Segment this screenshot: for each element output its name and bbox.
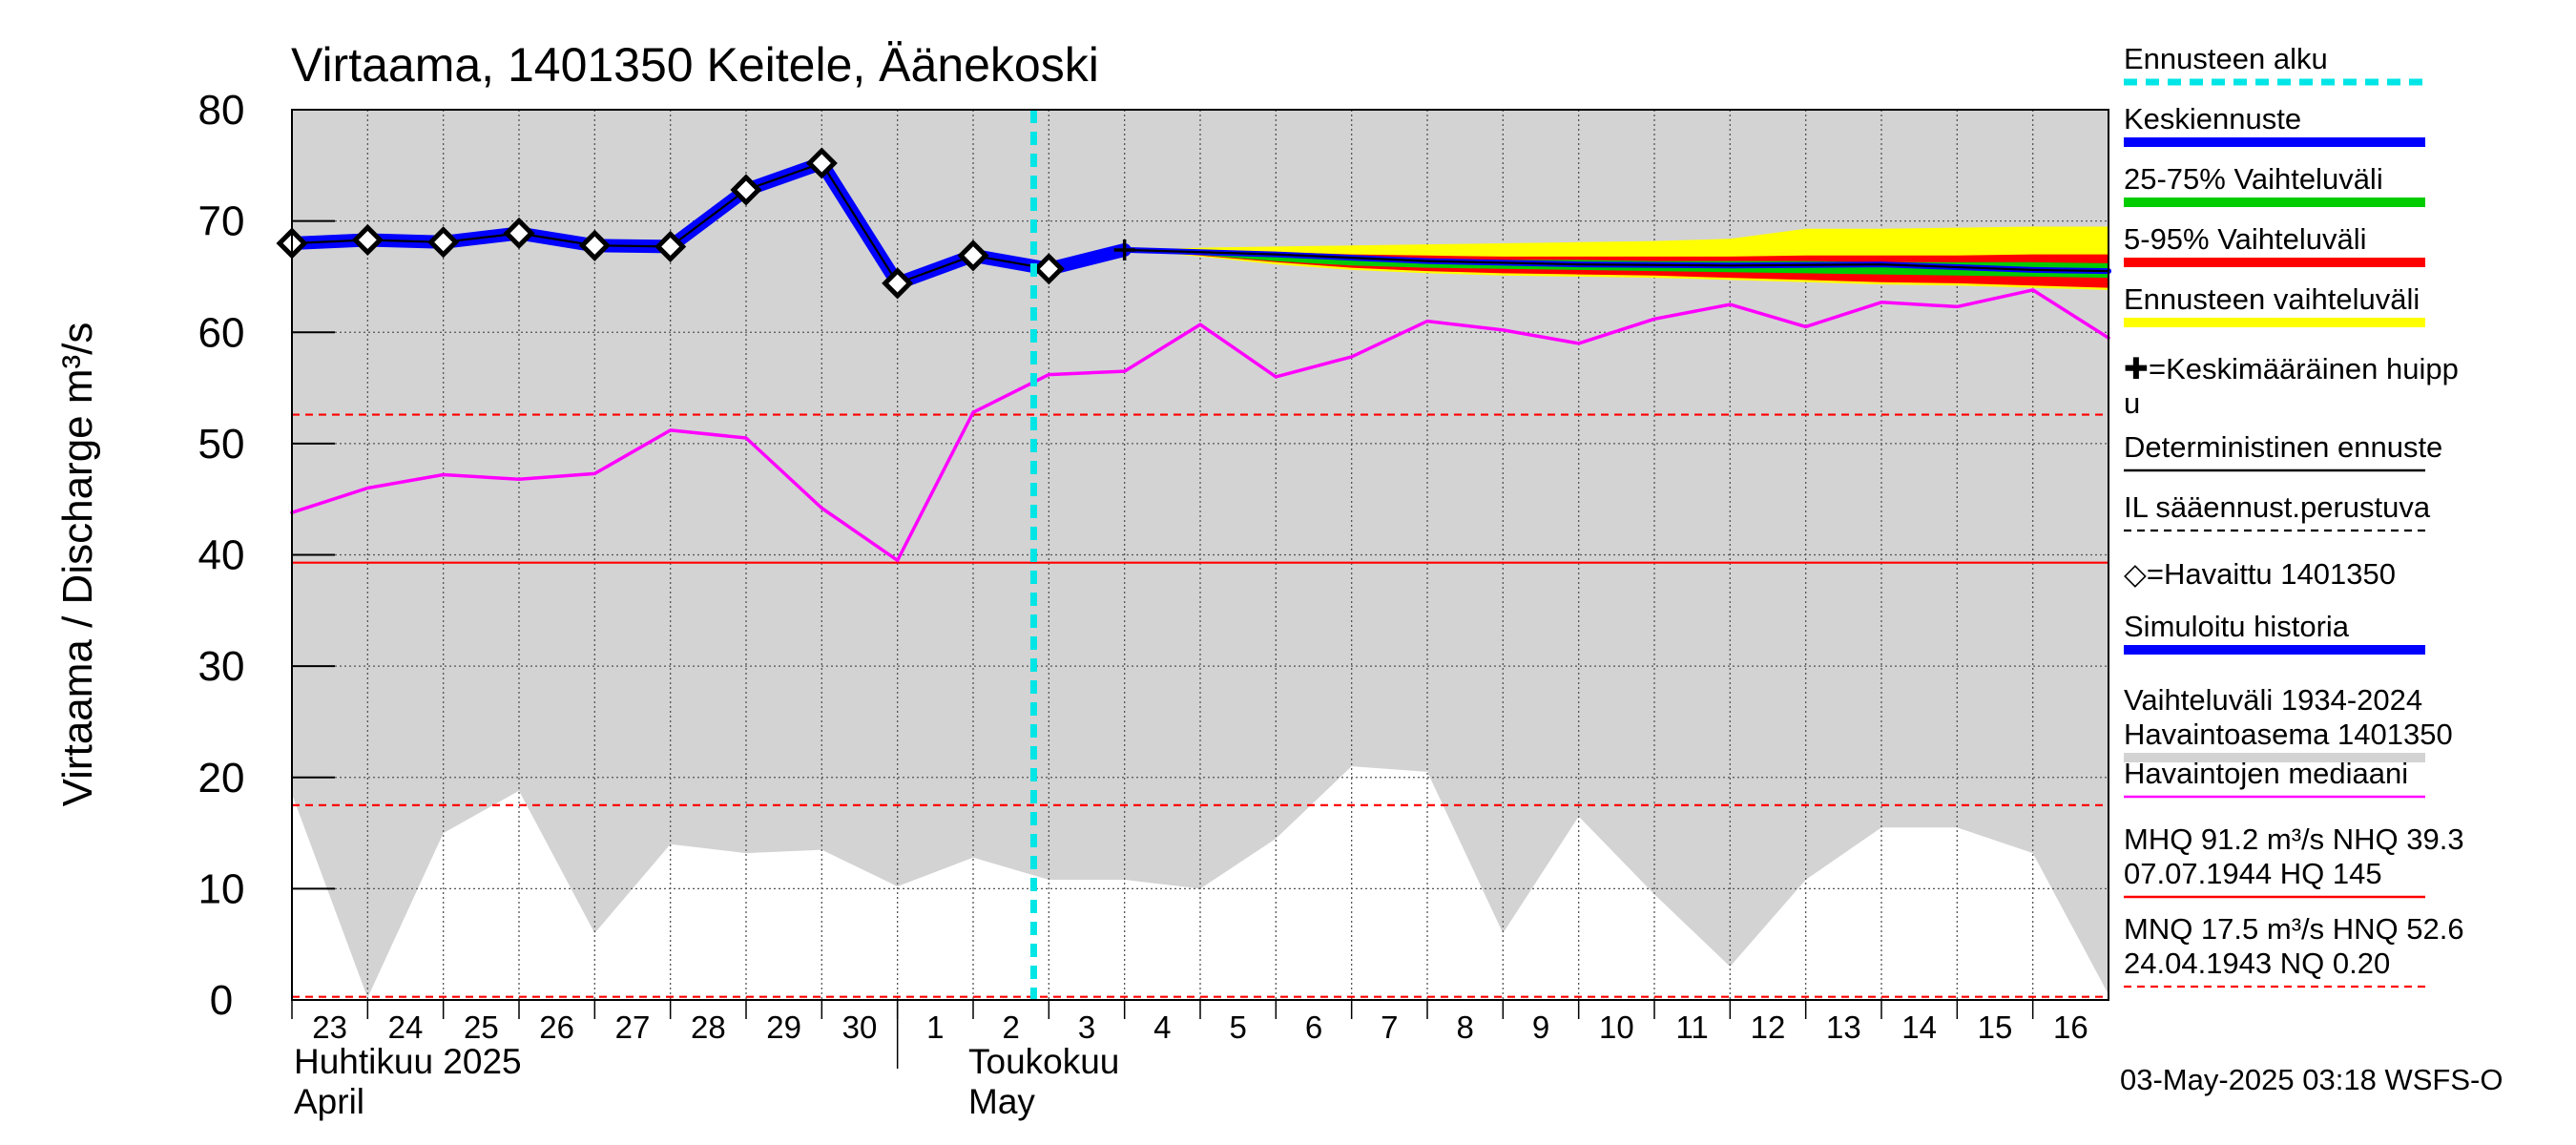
footer-timestamp: 03-May-2025 03:18 WSFS-O [2120, 1063, 2503, 1096]
legend-entry: Keskiennuste [2124, 102, 2425, 147]
observed-point [503, 217, 535, 249]
legend-entry: 5-95% Vaihteluväli [2124, 222, 2425, 267]
legend-label: Simuloitu historia [2124, 610, 2350, 643]
y-axis: 0 10 20 30 40 50 60 70 80 [198, 87, 335, 1024]
observed-point [654, 230, 687, 262]
x-tick-label: 25 [464, 1010, 499, 1045]
x-tick-label: 30 [842, 1010, 878, 1045]
x-tick-label: 12 [1751, 1010, 1786, 1045]
legend-label-2: u [2124, 386, 2140, 420]
legend-label: 25-75% Vaihteluväli [2124, 162, 2383, 196]
observed-point [578, 229, 611, 261]
x-tick-label: 11 [1676, 1010, 1709, 1045]
observed-point [1032, 253, 1065, 285]
y-tick-label: 30 [198, 643, 245, 690]
legend-label: Vaihteluväli 1934-2024 [2124, 683, 2422, 717]
legend-label: ◇=Havaittu 1401350 [2124, 557, 2396, 591]
y-tick-label: 20 [198, 755, 245, 802]
legend-label-2: 24.04.1943 NQ 0.20 [2124, 947, 2390, 980]
x-tick-label: 5 [1229, 1010, 1246, 1045]
y-tick-label: 80 [198, 87, 245, 134]
x-tick-label: 26 [539, 1010, 574, 1045]
chart-title: Virtaama, 1401350 Keitele, Äänekoski [291, 38, 1099, 92]
month-label-en: April [294, 1082, 364, 1121]
legend-label-2: 07.07.1944 HQ 145 [2124, 857, 2382, 890]
observed-point [730, 174, 762, 206]
month-label: Huhtikuu 2025 [294, 1042, 522, 1081]
x-tick-label: 27 [615, 1010, 651, 1045]
legend-label-2: Havaintoasema 1401350 [2124, 718, 2453, 751]
x-tick-label: 23 [312, 1010, 347, 1045]
legend-label: MHQ 91.2 m³/s NHQ 39.3 [2124, 822, 2464, 856]
legend-label: IL sääennust.perustuva [2124, 490, 2431, 524]
x-tick-label: 29 [766, 1010, 801, 1045]
legend-label: Ennusteen alku [2124, 42, 2328, 75]
x-tick-label: 9 [1532, 1010, 1549, 1045]
x-tick-label: 24 [388, 1010, 424, 1045]
month-label: Toukokuu [968, 1042, 1119, 1081]
x-tick-label: 10 [1599, 1010, 1634, 1045]
observed-point [351, 223, 384, 256]
legend: Ennusteen alku Keskiennuste 25-75% Vaihtel… [2124, 42, 2464, 989]
x-tick-label: 28 [691, 1010, 726, 1045]
y-tick-label: 0 [210, 977, 233, 1024]
legend-entry: MNQ 17.5 m³/s HNQ 52.624.04.1943 NQ 0.20 [2124, 912, 2464, 989]
legend-entry: Havaintojen mediaani [2124, 757, 2425, 799]
legend-entry: Vaihteluväli 1934-2024 Havaintoasema 140… [2124, 683, 2453, 762]
x-tick-label: 2 [1002, 1010, 1019, 1045]
x-tick-label: 1 [926, 1010, 944, 1045]
legend-label: MNQ 17.5 m³/s HNQ 52.6 [2124, 912, 2464, 946]
x-tick-label: 6 [1305, 1010, 1322, 1045]
median-line [290, 288, 2110, 563]
plot-area [276, 109, 2111, 1001]
y-tick-label: 70 [198, 198, 245, 245]
x-tick-label: 14 [1901, 1010, 1937, 1045]
legend-entry: IL sääennust.perustuva [2124, 490, 2431, 532]
y-axis-label: Virtaama / Discharge m³/s [54, 323, 101, 807]
deterministic-forecast-line [1123, 248, 2110, 273]
legend-entry: MHQ 91.2 m³/s NHQ 39.307.07.1944 HQ 145 [2124, 822, 2464, 899]
observed-point [882, 267, 914, 300]
legend-entry: Ennusteen vaihteluväli [2124, 282, 2425, 327]
mean-peak-marker [1113, 239, 1135, 260]
month-label-en: May [968, 1082, 1035, 1121]
y-tick-label: 40 [198, 532, 245, 579]
legend-entry: ◇=Havaittu 1401350 [2124, 557, 2396, 591]
legend-label: ✚=Keskimääräinen huipp [2124, 352, 2459, 385]
x-tick-label: 7 [1381, 1010, 1398, 1045]
legend-entry: Ennusteen alku [2124, 42, 2425, 86]
x-tick-label: 8 [1456, 1010, 1473, 1045]
legend-label: Havaintojen mediaani [2124, 757, 2408, 790]
x-tick-label: 15 [1978, 1010, 2013, 1045]
y-tick-label: 50 [198, 421, 245, 468]
legend-entry: 25-75% Vaihteluväli [2124, 162, 2425, 207]
observed-point [427, 226, 460, 259]
observed-point [957, 239, 989, 272]
observed-point [805, 147, 838, 179]
legend-entry: Simuloitu historia [2124, 610, 2425, 655]
legend-label: Ennusteen vaihteluväli [2124, 282, 2420, 316]
x-tick-label: 16 [2053, 1010, 2088, 1045]
y-tick-label: 10 [198, 865, 245, 912]
x-tick-label: 4 [1153, 1010, 1171, 1045]
x-tick-label: 13 [1826, 1010, 1861, 1045]
x-tick-label: 3 [1078, 1010, 1095, 1045]
legend-label: 5-95% Vaihteluväli [2124, 222, 2366, 256]
legend-label: Keskiennuste [2124, 102, 2301, 135]
x-axis: 23 24 25 26 27 28 29 30 1 2 3 4 5 6 7 8 9 10 11 12 13 14 15 16H… [291, 1000, 2088, 1121]
y-tick-label: 60 [198, 309, 245, 356]
legend-label: Deterministinen ennuste [2124, 430, 2442, 464]
legend-entry: Deterministinen ennuste [2124, 430, 2442, 472]
